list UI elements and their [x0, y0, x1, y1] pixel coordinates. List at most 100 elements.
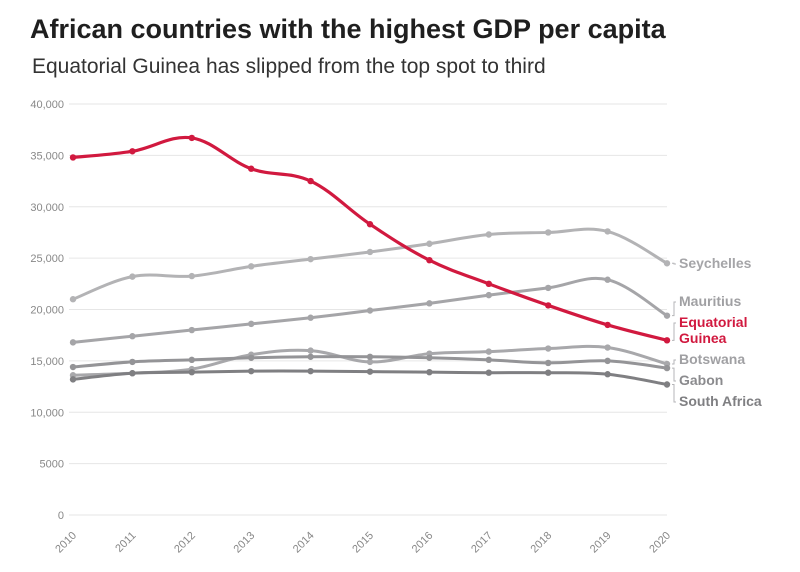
data-point: [545, 284, 552, 292]
data-point: [426, 256, 433, 264]
series-lines: [69, 134, 671, 388]
data-point: [663, 364, 671, 372]
data-point: [366, 353, 374, 360]
data-point: [663, 381, 671, 388]
data-point: [69, 296, 77, 303]
data-point: [69, 154, 77, 161]
data-point: [604, 371, 611, 378]
data-point: [188, 368, 195, 376]
data-point: [604, 321, 611, 329]
x-tick-label: 2014: [291, 530, 317, 556]
series-south-africa: [69, 367, 671, 388]
series-mauritius: [69, 276, 671, 346]
data-point: [366, 368, 374, 375]
data-point: [307, 314, 314, 321]
data-point: [545, 229, 552, 236]
label-connector: [672, 367, 676, 382]
label-seychelles: Seychelles: [672, 255, 752, 271]
data-point: [485, 369, 492, 376]
data-point: [426, 368, 433, 376]
label-connector: [672, 384, 676, 403]
x-tick-label: 2012: [172, 530, 198, 556]
data-point: [366, 307, 374, 314]
data-point: [129, 358, 136, 366]
data-point: [663, 312, 671, 319]
series-line-seychelles: [71, 227, 669, 301]
data-point: [604, 357, 611, 365]
series-label: Mauritius: [679, 293, 741, 309]
x-tick-label: 2010: [53, 530, 79, 556]
data-point: [545, 369, 552, 376]
data-point: [307, 177, 314, 185]
data-point: [426, 300, 433, 307]
x-tick-label: 2017: [469, 530, 495, 556]
data-point: [485, 356, 492, 364]
series-label: Botswana: [679, 351, 745, 367]
chart-title: African countries with the highest GDP p…: [30, 14, 666, 44]
y-axis-ticks: 0 5000 10,000 15,000 20,000 25,000 30,000 35,00…: [30, 99, 64, 522]
data-point: [485, 348, 492, 355]
y-tick-label: 5000: [40, 459, 64, 471]
series-label-line2: Guinea: [679, 330, 727, 346]
data-point: [545, 345, 552, 352]
data-point: [188, 356, 195, 364]
data-point: [426, 240, 433, 247]
data-point: [366, 248, 374, 256]
data-point: [188, 134, 195, 142]
data-point: [69, 339, 77, 346]
y-tick-label: 25,000: [30, 253, 64, 265]
series-label: Gabon: [679, 372, 723, 388]
data-point: [545, 302, 552, 309]
data-point: [129, 273, 136, 280]
data-point: [307, 367, 314, 375]
data-point: [485, 280, 492, 288]
y-tick-label: 15,000: [30, 356, 64, 368]
label-connector: [672, 262, 676, 265]
data-point: [248, 263, 255, 270]
y-tick-label: 35,000: [30, 150, 64, 162]
label-connector: [672, 301, 676, 317]
data-point: [426, 354, 433, 361]
x-tick-label: 2013: [232, 530, 258, 556]
data-point: [307, 347, 314, 354]
x-tick-label: 2016: [410, 530, 436, 556]
data-point: [485, 231, 492, 238]
label-gabon: Gabon: [672, 367, 723, 388]
label-connector: [672, 359, 676, 365]
data-point: [366, 221, 374, 228]
data-point: [248, 354, 255, 361]
series-equatorial-guinea: [69, 134, 671, 344]
x-axis-ticks: 2010 2011 2012 2013 2014 2015 2016 2017 2018 2019…: [53, 530, 673, 556]
data-point: [248, 367, 255, 375]
y-tick-label: 40,000: [30, 99, 64, 111]
data-point: [307, 353, 314, 360]
y-tick-label: 10,000: [30, 407, 64, 419]
y-tick-label: 30,000: [30, 202, 64, 214]
x-tick-label: 2020: [647, 530, 673, 556]
data-point: [545, 359, 552, 367]
data-point: [248, 320, 255, 328]
gridlines: [69, 103, 667, 516]
x-tick-label: 2015: [350, 530, 376, 556]
data-point: [307, 255, 314, 263]
label-south-africa: South Africa: [672, 384, 762, 409]
data-point: [663, 260, 671, 267]
y-tick-label: 0: [58, 510, 64, 522]
label-connector: [672, 322, 676, 341]
x-tick-label: 2018: [529, 530, 555, 556]
label-mauritius: Mauritius: [672, 293, 741, 317]
data-point: [188, 326, 195, 334]
series-label: South Africa: [679, 393, 762, 409]
chart-subtitle: Equatorial Guinea has slipped from the t…: [32, 55, 546, 78]
series-seychelles: [69, 227, 671, 303]
data-point: [604, 228, 611, 235]
y-tick-label: 20,000: [30, 305, 64, 317]
data-point: [188, 272, 195, 280]
data-point: [129, 333, 136, 340]
data-point: [485, 291, 492, 299]
data-point: [663, 337, 671, 344]
